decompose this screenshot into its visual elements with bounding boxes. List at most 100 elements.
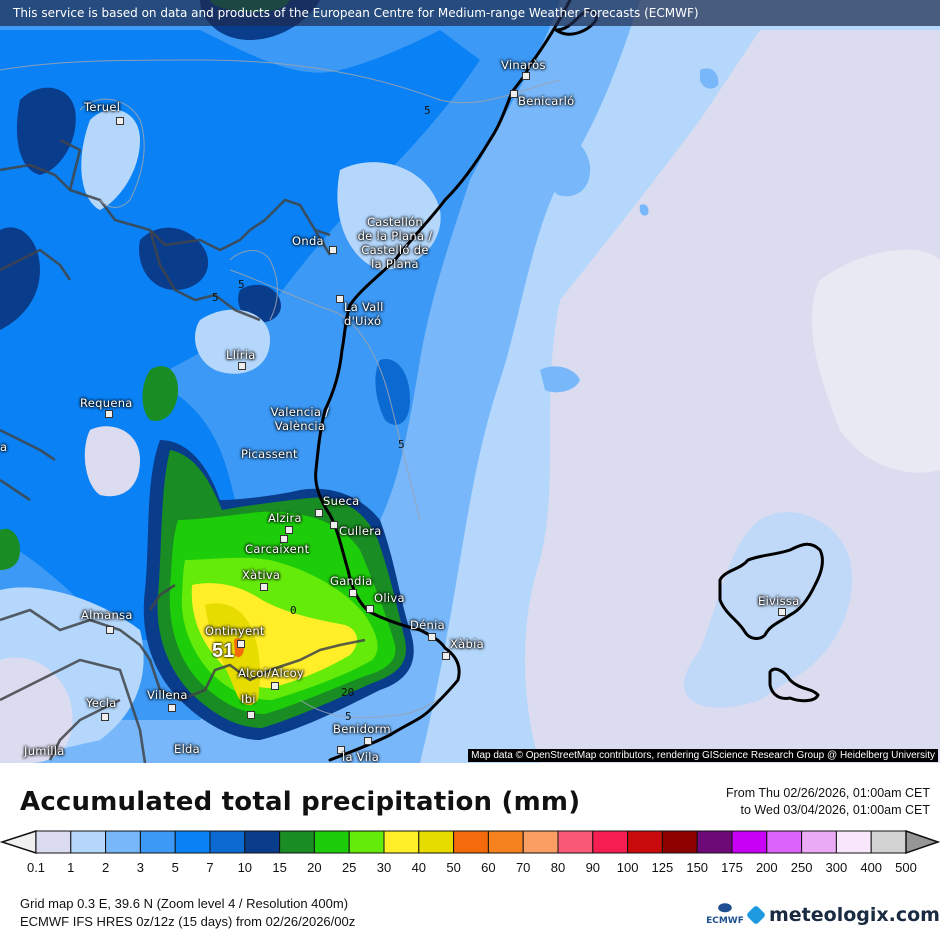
legend-tick-label: 25 (341, 860, 357, 875)
precipitation-field (0, 0, 940, 763)
city-label-cullera: Cullera (339, 524, 382, 538)
city-marker-alzira[interactable] (285, 526, 293, 534)
city-label-lliria: Llíria (226, 348, 256, 362)
legend-tick-label: 60 (481, 860, 496, 875)
legend-tick-label: 250 (790, 860, 813, 875)
ecmwf-attribution-banner: This service is based on data and produc… (0, 0, 940, 26)
contour-label: 5 (424, 104, 431, 117)
valencia-line-2: València (274, 419, 326, 433)
city-marker-eivissa[interactable] (778, 608, 786, 616)
city-label-alcoi: Alcoi/Alcoy (238, 666, 305, 680)
legend-tick-label: 3 (136, 860, 145, 875)
city-label-eivissa: Eivissa (758, 594, 800, 608)
city-marker-benidorm[interactable] (364, 737, 372, 745)
contour-label: 5 (212, 291, 219, 304)
castellon-line-3: Castelló de (361, 243, 429, 257)
city-label-ibi: Ibi (241, 692, 256, 706)
legend-tick-label: 70 (515, 860, 531, 875)
ecmwf-logo-text: ECMWF (706, 916, 744, 926)
city-marker-onda[interactable] (329, 246, 337, 254)
city-marker-gandia[interactable] (349, 589, 357, 597)
contour-label: 5 (238, 278, 245, 291)
city-label-xabia: Xàbia (450, 637, 484, 651)
city-label-xativa: Xàtiva (242, 568, 281, 582)
castellon-line-2: de la Plana / (357, 229, 433, 243)
city-marker-villena[interactable] (168, 704, 176, 712)
legend-tick-label: 15 (272, 860, 287, 875)
city-marker-ontinyent[interactable] (237, 640, 245, 648)
logos: ⬬ ECMWF meteologix.com (705, 900, 940, 935)
color-scale-legend (0, 829, 940, 855)
city-marker-sueca[interactable] (315, 509, 323, 517)
map-footer-info: Grid map 0.3 E, 39.6 N (Zoom level 4 / R… (20, 895, 355, 931)
city-marker-requena[interactable] (105, 410, 113, 418)
castellon-line-4: la Plana (371, 257, 419, 271)
period-from: From Thu 02/26/2026, 01:00am CET (725, 786, 930, 800)
legend-tick-label: 200 (755, 860, 778, 875)
city-label-picassent: Picassent (241, 447, 298, 461)
city-label-teruel: Teruel (84, 100, 121, 114)
city-label-sueca: Sueca (323, 494, 360, 508)
city-label-villena: Villena (147, 688, 188, 702)
city-marker-yecla[interactable] (101, 713, 109, 721)
legend-tick-label: 2 (101, 860, 110, 875)
city-label-denia: Dénia (410, 618, 445, 632)
meteologix-logo[interactable]: meteologix.com (745, 904, 940, 926)
city-label-partial: a (0, 440, 8, 454)
la-vall-line-1: La Vall (344, 300, 384, 314)
legend-tick-label: 500 (895, 860, 917, 875)
city-label-valencia: Valencia / València (255, 405, 345, 433)
city-label-castellon: Castellón de la Plana / Castelló de la P… (340, 215, 450, 271)
city-label-ontinyent: Ontinyent (205, 624, 265, 638)
contour-label: 5 (398, 438, 405, 451)
city-label-alzira: Alzira (268, 511, 302, 525)
legend-tick-label: 150 (686, 860, 709, 875)
legend-tick-label: 90 (585, 860, 601, 875)
city-marker-la-vila[interactable] (337, 746, 345, 754)
period-to: to Wed 03/04/2026, 01:00am CET (740, 803, 930, 817)
legend-tick-labels: 0.1 1 2 3 5 7 10 15 20 25 30 40 50 60 70 80 90 100 125 150 1… (0, 860, 940, 880)
city-marker-ibi[interactable] (247, 711, 255, 719)
city-label-la-vila: la Vila (342, 750, 380, 764)
city-marker-carcaixent[interactable] (280, 535, 288, 543)
contour-label: 5 (345, 710, 352, 723)
city-marker-denia[interactable] (428, 633, 436, 641)
city-label-vinaros: Vinaròs (501, 58, 546, 72)
city-marker-xativa[interactable] (260, 583, 268, 591)
map-data-attribution[interactable]: Map data © OpenStreetMap contributors, r… (468, 749, 938, 762)
city-marker-oliva[interactable] (366, 605, 374, 613)
grid-info: Grid map 0.3 E, 39.6 N (Zoom level 4 / R… (20, 896, 349, 911)
max-precipitation-value: 51 (212, 640, 235, 662)
meteologix-gem-icon (745, 904, 767, 926)
precipitation-map[interactable]: This service is based on data and produc… (0, 0, 940, 763)
legend-tick-label: 5 (171, 860, 179, 875)
la-vall-line-2: d'Uixó (344, 314, 382, 328)
city-label-la-vall-duixo: La Vall d'Uixó (344, 300, 384, 328)
chart-title: Accumulated total precipitation (mm) (20, 787, 581, 817)
city-marker-teruel[interactable] (116, 117, 124, 125)
legend-tick-label: 100 (616, 860, 639, 875)
city-label-onda: Onda (292, 234, 324, 248)
forecast-period: From Thu 02/26/2026, 01:00am CET to Wed … (726, 785, 930, 819)
city-label-elda: Elda (174, 742, 201, 756)
city-marker-vinaros[interactable] (522, 72, 530, 80)
legend-tick-label: 40 (411, 860, 427, 875)
city-label-oliva: Oliva (374, 591, 405, 605)
legend-tick-label: 30 (376, 860, 392, 875)
city-marker-la-vall-duixo[interactable] (336, 295, 344, 303)
legend-tick-label: 0.1 (26, 860, 46, 875)
city-label-jumilla: Jumilla (24, 744, 65, 758)
legend-tick-label: 1 (67, 860, 75, 875)
meteologix-brand-text: meteologix.com (769, 904, 940, 926)
ecmwf-logo[interactable]: ⬬ ECMWF (705, 900, 745, 927)
city-marker-lliria[interactable] (238, 362, 246, 370)
city-marker-alcoi[interactable] (271, 682, 279, 690)
ecmwf-symbol-icon: ⬬ (718, 898, 732, 917)
legend-tick-label: 300 (825, 860, 848, 875)
city-marker-xabia[interactable] (442, 652, 450, 660)
city-marker-cullera[interactable] (330, 521, 338, 529)
city-marker-almansa[interactable] (106, 626, 114, 634)
city-label-benicarlo: Benicarló (518, 94, 575, 108)
city-marker-benicarlo[interactable] (510, 90, 518, 98)
model-info: ECMWF IFS HRES 0z/12z (15 days) from 02/… (20, 914, 356, 929)
